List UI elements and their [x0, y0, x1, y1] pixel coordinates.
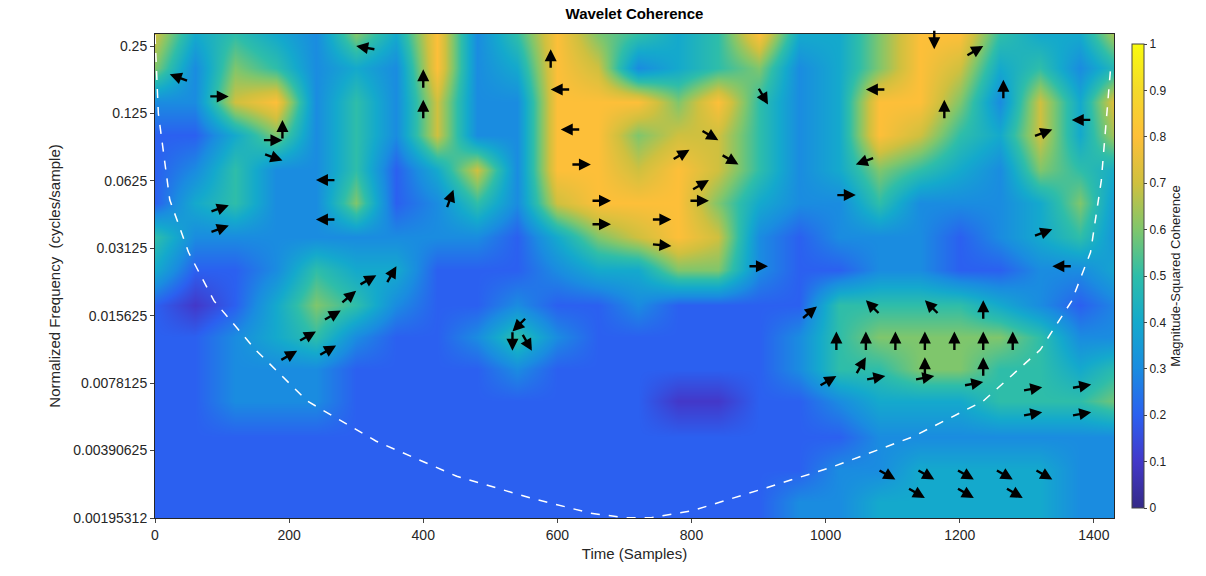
- svg-text:Time (Samples): Time (Samples): [582, 545, 687, 562]
- svg-text:0.00195312: 0.00195312: [73, 510, 147, 526]
- svg-text:400: 400: [412, 527, 436, 543]
- svg-text:Normalized Frequency (cycles/: Normalized Frequency (cycles/sample): [46, 144, 63, 407]
- svg-text:0.7: 0.7: [1149, 176, 1166, 190]
- svg-text:0.0625: 0.0625: [104, 173, 147, 189]
- svg-text:800: 800: [680, 527, 704, 543]
- svg-text:1: 1: [1149, 37, 1156, 51]
- svg-text:0.0078125: 0.0078125: [81, 375, 147, 391]
- svg-text:0.2: 0.2: [1149, 408, 1166, 422]
- svg-text:0.9: 0.9: [1149, 84, 1166, 98]
- svg-text:1200: 1200: [944, 527, 975, 543]
- svg-text:0.4: 0.4: [1149, 316, 1166, 330]
- svg-text:600: 600: [546, 527, 570, 543]
- svg-text:1000: 1000: [810, 527, 841, 543]
- svg-text:0.5: 0.5: [1149, 269, 1166, 283]
- svg-text:0: 0: [151, 527, 159, 543]
- svg-text:0.125: 0.125: [112, 105, 147, 121]
- svg-text:0.8: 0.8: [1149, 130, 1166, 144]
- svg-text:0.015625: 0.015625: [89, 308, 148, 324]
- svg-text:0.1: 0.1: [1149, 455, 1166, 469]
- svg-text:0: 0: [1149, 501, 1156, 515]
- svg-text:0.03125: 0.03125: [97, 240, 148, 256]
- svg-text:0.6: 0.6: [1149, 223, 1166, 237]
- svg-text:0.25: 0.25: [120, 38, 147, 54]
- svg-text:Wavelet Coherence: Wavelet Coherence: [566, 5, 704, 22]
- svg-text:1400: 1400: [1078, 527, 1109, 543]
- svg-text:0.3: 0.3: [1149, 362, 1166, 376]
- svg-text:200: 200: [277, 527, 301, 543]
- svg-text:0.00390625: 0.00390625: [73, 442, 147, 458]
- svg-text:Magnitude-Squared Coherence: Magnitude-Squared Coherence: [1168, 185, 1183, 366]
